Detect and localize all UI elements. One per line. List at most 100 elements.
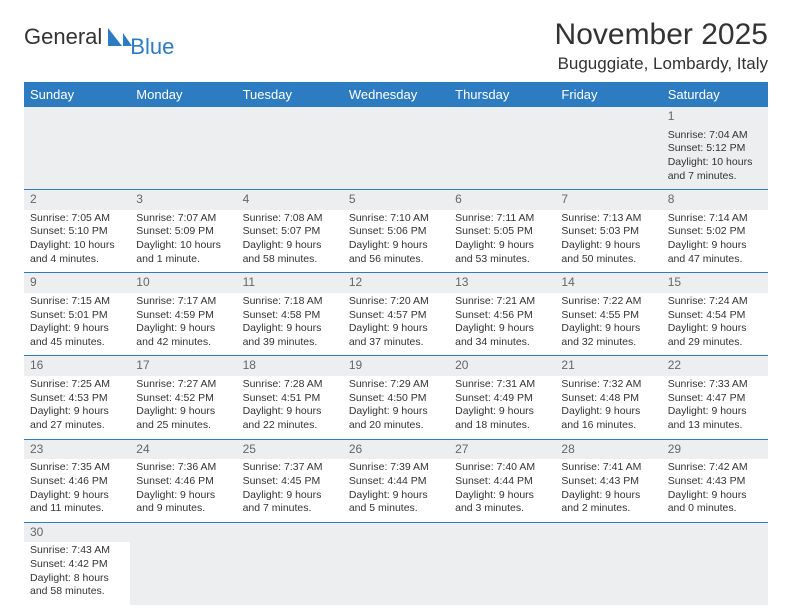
calendar-cell: 10Sunrise: 7:17 AMSunset: 4:59 PMDayligh… [130, 273, 236, 356]
daylight-text: Daylight: 9 hours [243, 239, 337, 253]
daylight-text: and 7 minutes. [243, 502, 337, 516]
day-number: 11 [237, 273, 343, 293]
daylight-text: and 2 minutes. [561, 502, 655, 516]
sunrise-text: Sunrise: 7:29 AM [349, 378, 443, 392]
sunrise-text: Sunrise: 7:43 AM [30, 544, 124, 558]
daylight-text: and 50 minutes. [561, 253, 655, 267]
calendar-cell: 12Sunrise: 7:20 AMSunset: 4:57 PMDayligh… [343, 273, 449, 356]
sunset-text: Sunset: 4:51 PM [243, 392, 337, 406]
weekday-header: Saturday [662, 82, 768, 107]
calendar-cell: 6Sunrise: 7:11 AMSunset: 5:05 PMDaylight… [449, 190, 555, 273]
day-number: 16 [24, 356, 130, 376]
sunset-text: Sunset: 4:45 PM [243, 475, 337, 489]
sunrise-text: Sunrise: 7:20 AM [349, 295, 443, 309]
sunrise-text: Sunrise: 7:35 AM [30, 461, 124, 475]
sunrise-text: Sunrise: 7:18 AM [243, 295, 337, 309]
calendar-cell: 1Sunrise: 7:04 AMSunset: 5:12 PMDaylight… [662, 107, 768, 190]
location: Buguggiate, Lombardy, Italy [555, 54, 768, 74]
calendar-cell: 11 Sunrise: 7:18 AMSunset: 4:58 PMDayligh… [237, 273, 343, 356]
daylight-text: and 47 minutes. [668, 253, 762, 267]
calendar-cell: 27Sunrise: 7:40 AMSunset: 4:44 PMDayligh… [449, 439, 555, 522]
calendar-cell [662, 522, 768, 605]
calendar-cell: 13Sunrise: 7:21 AMSunset: 4:56 PMDayligh… [449, 273, 555, 356]
title-block: November 2025 Buguggiate, Lombardy, Ital… [555, 18, 768, 74]
daylight-text: Daylight: 10 hours [136, 239, 230, 253]
calendar-cell: 8Sunrise: 7:14 AMSunset: 5:02 PMDaylight… [662, 190, 768, 273]
sunset-text: Sunset: 4:59 PM [136, 309, 230, 323]
daylight-text: Daylight: 9 hours [349, 405, 443, 419]
sunrise-text: Sunrise: 7:32 AM [561, 378, 655, 392]
sunrise-text: Sunrise: 7:40 AM [455, 461, 549, 475]
weekday-header: Sunday [24, 82, 130, 107]
daylight-text: Daylight: 9 hours [561, 405, 655, 419]
sunrise-text: Sunrise: 7:22 AM [561, 295, 655, 309]
calendar-cell: 15Sunrise: 7:24 AMSunset: 4:54 PMDayligh… [662, 273, 768, 356]
daylight-text: and 11 minutes. [30, 502, 124, 516]
sunset-text: Sunset: 4:53 PM [30, 392, 124, 406]
calendar-cell: 17Sunrise: 7:27 AMSunset: 4:52 PMDayligh… [130, 356, 236, 439]
sunset-text: Sunset: 4:58 PM [243, 309, 337, 323]
sunrise-text: Sunrise: 7:17 AM [136, 295, 230, 309]
daylight-text: and 37 minutes. [349, 336, 443, 350]
daylight-text: and 27 minutes. [30, 419, 124, 433]
sunset-text: Sunset: 4:52 PM [136, 392, 230, 406]
calendar-cell [449, 107, 555, 190]
daylight-text: Daylight: 9 hours [668, 405, 762, 419]
daylight-text: Daylight: 9 hours [349, 322, 443, 336]
sunset-text: Sunset: 5:05 PM [455, 225, 549, 239]
daylight-text: Daylight: 9 hours [455, 322, 549, 336]
daylight-text: Daylight: 9 hours [668, 489, 762, 503]
calendar-cell [130, 107, 236, 190]
calendar-cell: 28Sunrise: 7:41 AMSunset: 4:43 PMDayligh… [555, 439, 661, 522]
calendar-cell: 24Sunrise: 7:36 AMSunset: 4:46 PMDayligh… [130, 439, 236, 522]
daylight-text: and 7 minutes. [668, 170, 762, 184]
calendar-cell: 5Sunrise: 7:10 AMSunset: 5:06 PMDaylight… [343, 190, 449, 273]
sunset-text: Sunset: 4:43 PM [668, 475, 762, 489]
daylight-text: Daylight: 9 hours [243, 322, 337, 336]
day-number: 30 [24, 523, 130, 543]
sunrise-text: Sunrise: 7:24 AM [668, 295, 762, 309]
sunset-text: Sunset: 5:07 PM [243, 225, 337, 239]
calendar-cell: 7Sunrise: 7:13 AMSunset: 5:03 PMDaylight… [555, 190, 661, 273]
sunrise-text: Sunrise: 7:39 AM [349, 461, 443, 475]
sunrise-text: Sunrise: 7:36 AM [136, 461, 230, 475]
daylight-text: and 58 minutes. [30, 585, 124, 599]
daylight-text: and 32 minutes. [561, 336, 655, 350]
weekday-header: Monday [130, 82, 236, 107]
sunset-text: Sunset: 5:02 PM [668, 225, 762, 239]
calendar-table: Sunday Monday Tuesday Wednesday Thursday… [24, 82, 768, 605]
daylight-text: and 5 minutes. [349, 502, 443, 516]
calendar-cell [237, 107, 343, 190]
sunrise-text: Sunrise: 7:31 AM [455, 378, 549, 392]
sunset-text: Sunset: 4:47 PM [668, 392, 762, 406]
daylight-text: Daylight: 9 hours [30, 322, 124, 336]
calendar-cell: 18Sunrise: 7:28 AMSunset: 4:51 PMDayligh… [237, 356, 343, 439]
daylight-text: Daylight: 9 hours [349, 239, 443, 253]
sunset-text: Sunset: 4:44 PM [349, 475, 443, 489]
day-number: 27 [449, 440, 555, 460]
sunset-text: Sunset: 4:44 PM [455, 475, 549, 489]
daylight-text: and 39 minutes. [243, 336, 337, 350]
daylight-text: Daylight: 9 hours [561, 239, 655, 253]
sunset-text: Sunset: 4:43 PM [561, 475, 655, 489]
day-number: 8 [662, 190, 768, 210]
calendar-row: 30Sunrise: 7:43 AMSunset: 4:42 PMDayligh… [24, 522, 768, 605]
day-number: 21 [555, 356, 661, 376]
weekday-header: Tuesday [237, 82, 343, 107]
day-number: 3 [130, 190, 236, 210]
calendar-cell: 25Sunrise: 7:37 AMSunset: 4:45 PMDayligh… [237, 439, 343, 522]
daylight-text: and 22 minutes. [243, 419, 337, 433]
sunrise-text: Sunrise: 7:05 AM [30, 212, 124, 226]
day-number: 29 [662, 440, 768, 460]
calendar-cell: 29Sunrise: 7:42 AMSunset: 4:43 PMDayligh… [662, 439, 768, 522]
day-number: 24 [130, 440, 236, 460]
calendar-row: 9Sunrise: 7:15 AMSunset: 5:01 PMDaylight… [24, 273, 768, 356]
daylight-text: Daylight: 9 hours [30, 489, 124, 503]
sunrise-text: Sunrise: 7:27 AM [136, 378, 230, 392]
calendar-cell [24, 107, 130, 190]
day-number: 7 [555, 190, 661, 210]
calendar-row: 23Sunrise: 7:35 AMSunset: 4:46 PMDayligh… [24, 439, 768, 522]
day-number: 20 [449, 356, 555, 376]
calendar-cell: 16Sunrise: 7:25 AMSunset: 4:53 PMDayligh… [24, 356, 130, 439]
calendar-cell [343, 522, 449, 605]
